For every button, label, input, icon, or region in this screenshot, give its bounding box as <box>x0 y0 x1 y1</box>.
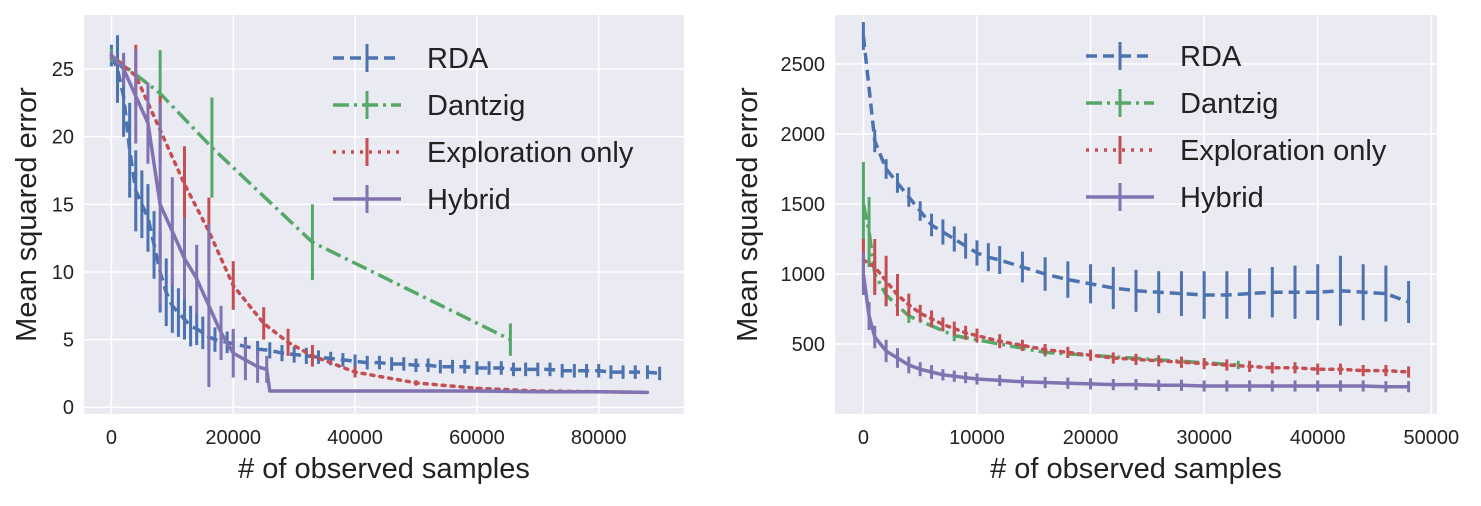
plot-area <box>835 15 1437 414</box>
x-tick-label: 40000 <box>1290 427 1346 449</box>
series-line-dantzig <box>110 54 512 342</box>
y-tick-label: 2000 <box>781 124 826 146</box>
series-line-rda <box>861 35 1410 304</box>
legend-label-hybrid: Hybrid <box>427 184 511 216</box>
y-tick-label: 10 <box>52 262 74 284</box>
panel-left: 0 20000 40000 60000 80000 0 5 10 15 20 25 # of obse… <box>11 15 684 485</box>
y-tick-label: 5 <box>63 330 74 352</box>
legend-label-hybrid: Hybrid <box>1180 182 1264 214</box>
x-tick-label: 0 <box>106 427 117 449</box>
x-tick-label: 60000 <box>449 427 505 449</box>
x-tick-label: 50000 <box>1404 427 1460 449</box>
series-line-rda <box>109 54 660 376</box>
legend-label-rda: RDA <box>427 43 489 75</box>
legend-label-rda: RDA <box>1180 41 1242 73</box>
series-line-hybrid <box>110 54 648 395</box>
panel-right: 0 10000 20000 30000 40000 50000 500 1000 1500 200… <box>732 15 1459 485</box>
y-axis-label: Mean squared error <box>732 87 764 342</box>
y-axis-label: Mean squared error <box>11 87 43 342</box>
x-tick-label: 30000 <box>1176 427 1232 449</box>
legend-label-exploration-only: Exploration only <box>1180 135 1387 167</box>
series-hybrid <box>861 253 1411 393</box>
y-tick-label: 0 <box>63 397 74 419</box>
legend: RDA Dantzig Exploration only Hybrid <box>333 43 634 216</box>
x-axis-label: # of observed samples <box>990 453 1282 485</box>
legend-label-dantzig: Dantzig <box>427 90 525 122</box>
x-tick-label: 20000 <box>205 427 261 449</box>
y-tick-label: 2500 <box>781 54 826 76</box>
series-line-hybrid <box>861 273 1409 389</box>
x-tick-label: 0 <box>858 427 869 449</box>
y-tick-label: 15 <box>52 194 74 216</box>
series-hybrid <box>109 48 649 395</box>
y-tick-label: 500 <box>792 334 825 356</box>
series-line-exploration-only <box>861 258 1411 374</box>
x-tick-label: 10000 <box>949 427 1005 449</box>
plot-area <box>84 15 684 414</box>
series-rda <box>861 22 1411 326</box>
legend-label-dantzig: Dantzig <box>1180 88 1278 120</box>
x-tick-label: 80000 <box>571 427 627 449</box>
y-tick-label: 25 <box>52 59 74 81</box>
legend-label-exploration-only: Exploration only <box>427 137 634 169</box>
x-axis-label: # of observed samples <box>238 453 530 485</box>
y-tick-label: 1500 <box>781 194 826 216</box>
legend: RDA Dantzig Exploration only Hybrid <box>1086 41 1387 214</box>
x-tick-label: 20000 <box>1063 427 1119 449</box>
y-tick-label: 1000 <box>781 264 826 286</box>
y-tick-label: 20 <box>52 127 74 149</box>
x-tick-label: 40000 <box>327 427 383 449</box>
